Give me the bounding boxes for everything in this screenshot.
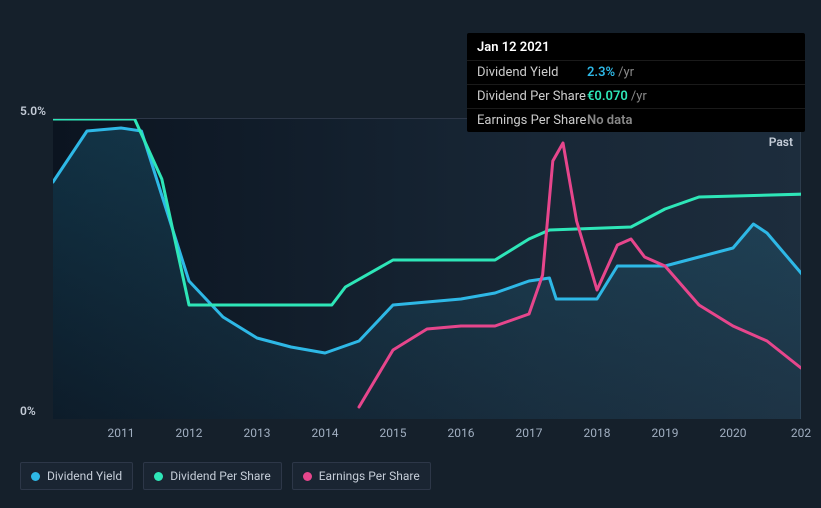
x-tick: 202 [791,426,811,440]
chart-legend: Dividend Yield Dividend Per Share Earnings… [20,462,431,490]
tooltip-value: No data [587,113,632,128]
legend-dot-icon [31,472,40,481]
legend-item[interactable]: Dividend Per Share [143,462,282,490]
legend-label: Dividend Per Share [170,469,271,483]
x-tick: 2015 [380,426,407,440]
tooltip-value: 2.3% [587,65,615,80]
tooltip-suffix: /yr [618,65,634,80]
y-axis-max: 5.0% [20,104,46,118]
y-axis-min: 0% [20,404,36,418]
x-tick: 2019 [652,426,679,440]
line-chart: 5.0% 0% Past 2011 2012 2013 2014 2015 2016 201… [20,100,801,450]
legend-item[interactable]: Earnings Per Share [292,462,431,490]
tooltip-label: Dividend Yield [477,65,587,80]
tooltip-date: Jan 12 2021 [467,33,805,60]
legend-label: Dividend Yield [47,469,122,483]
x-tick: 2011 [108,426,135,440]
x-tick: 2014 [312,426,339,440]
tooltip-row: Dividend Yield2.3%/yr [467,60,805,84]
legend-label: Earnings Per Share [319,469,420,483]
plot-region: Past [53,118,801,418]
x-tick: 2020 [720,426,747,440]
tooltip-label: Dividend Per Share [477,89,587,104]
tooltip-label: Earnings Per Share [477,113,587,128]
x-tick: 2018 [584,426,611,440]
tooltip-value: €0.070 [587,89,628,104]
legend-item[interactable]: Dividend Yield [20,462,133,490]
x-tick: 2016 [448,426,475,440]
tooltip-row: Earnings Per ShareNo data [467,108,805,132]
x-tick: 2012 [176,426,203,440]
past-label: Past [769,135,793,149]
x-tick: 2017 [516,426,543,440]
legend-dot-icon [303,472,312,481]
tooltip-suffix: /yr [631,89,647,104]
chart-tooltip: Jan 12 2021 Dividend Yield2.3%/yrDividen… [467,33,805,132]
tooltip-row: Dividend Per Share€0.070/yr [467,84,805,108]
x-tick: 2013 [244,426,271,440]
legend-dot-icon [154,472,163,481]
